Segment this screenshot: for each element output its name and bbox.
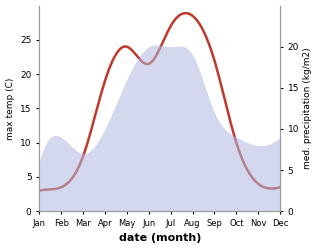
Y-axis label: max temp (C): max temp (C) bbox=[5, 77, 15, 140]
Y-axis label: med. precipitation (kg/m2): med. precipitation (kg/m2) bbox=[303, 48, 313, 169]
X-axis label: date (month): date (month) bbox=[119, 234, 201, 244]
